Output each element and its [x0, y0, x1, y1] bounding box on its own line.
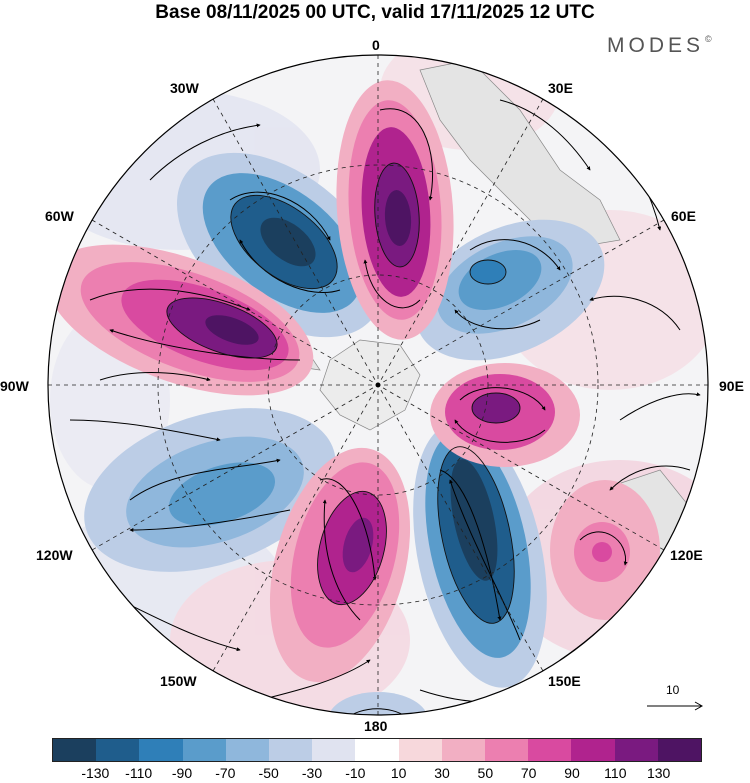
lon-label-120w: 120W: [36, 547, 73, 563]
lon-label-60w: 60W: [45, 208, 74, 224]
colorbar-segment: [355, 739, 399, 761]
vector-reference-arrow: [647, 701, 704, 711]
colorbar-tick-label: -10: [345, 765, 366, 781]
colorbar-segment: [96, 739, 140, 761]
colorbar-tick-label: -130: [81, 765, 110, 781]
colorbar-segment: [225, 739, 270, 761]
colorbar-tick-label: 130: [646, 765, 671, 781]
logo-text: MODES: [607, 34, 705, 57]
lon-label-60e: 60E: [671, 208, 696, 224]
colorbar-tick-label: 50: [477, 765, 494, 781]
colorbar-segment: [528, 739, 572, 761]
lon-label-90e: 90E: [719, 378, 744, 394]
map-boundary: [47, 54, 709, 716]
colorbar-segment: [485, 739, 529, 761]
lon-label-150w: 150W: [160, 673, 197, 689]
modes-logo: MODES©: [607, 34, 712, 58]
colorbar-segment: [269, 739, 313, 761]
colorbar-segment: [312, 739, 356, 761]
vector-reference-label: 10: [666, 683, 680, 697]
colorbar-segment: [657, 739, 702, 761]
colorbar-tick-label: 10: [390, 765, 407, 781]
lon-label-90w: 90W: [0, 378, 29, 394]
colorbar-ticks: -130 -110 -90 -70 -50 -30 -10 10 30 50 70 90 110 130: [0, 765, 750, 783]
colorbar: [52, 738, 702, 762]
south-pole-marker: [375, 382, 381, 388]
colorbar-segment: [182, 739, 226, 761]
colorbar-segment: [571, 739, 615, 761]
logo-mark: ©: [705, 34, 712, 44]
map-title: Base 08/11/2025 00 UTC, valid 17/11/2025…: [155, 2, 595, 23]
lon-label-30w: 30W: [170, 80, 199, 96]
lon-label-150e: 150E: [548, 673, 581, 689]
colorbar-tick-label: -30: [301, 765, 323, 781]
africa-landmass: [419, 59, 621, 251]
lon-label-30e: 30E: [548, 80, 573, 96]
colorbar-tick-label: -110: [125, 765, 153, 781]
colorbar-tick-label: 70: [520, 765, 537, 781]
colorbar-tick-label: 90: [564, 765, 580, 781]
colorbar-tick-label: -50: [258, 765, 279, 781]
colorbar-tick-label: 30: [434, 765, 450, 781]
colorbar-segment: [441, 739, 486, 761]
colorbar-tick-label: -70: [215, 765, 236, 781]
colorbar-tick-label: 110: [604, 765, 627, 781]
lon-label-0: 0: [372, 37, 380, 53]
colorbar-segment: [398, 739, 442, 761]
colorbar-segment: [614, 739, 658, 761]
lon-label-180: 180: [364, 718, 388, 734]
colorbar-segment: [53, 739, 97, 761]
lon-label-120e: 120E: [670, 547, 703, 563]
colorbar-segment: [139, 739, 183, 761]
wind-streamlines: [69, 99, 701, 715]
contour-lines: [166, 162, 521, 624]
colorbar-tick-label: -90: [171, 765, 193, 781]
